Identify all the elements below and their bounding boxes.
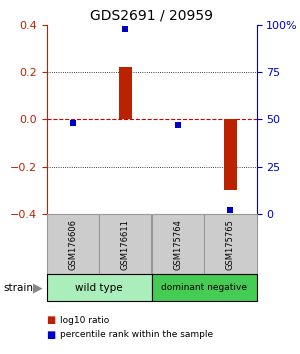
Text: ▶: ▶: [33, 281, 42, 294]
Point: [123, 26, 128, 32]
Text: dominant negative: dominant negative: [161, 283, 247, 292]
Point: [175, 122, 180, 128]
Title: GDS2691 / 20959: GDS2691 / 20959: [90, 8, 213, 22]
Bar: [224, 119, 237, 190]
Text: GSM176606: GSM176606: [68, 219, 77, 270]
Text: ■: ■: [46, 330, 56, 339]
Text: GSM175765: GSM175765: [226, 219, 235, 270]
Bar: [119, 67, 132, 119]
Text: strain: strain: [3, 282, 33, 293]
Text: GSM175764: GSM175764: [173, 219, 182, 270]
Point: [228, 207, 233, 213]
Text: GSM176611: GSM176611: [121, 219, 130, 270]
Text: wild type: wild type: [75, 282, 123, 293]
Text: percentile rank within the sample: percentile rank within the sample: [60, 330, 213, 339]
Text: ■: ■: [46, 315, 56, 325]
Text: log10 ratio: log10 ratio: [60, 316, 109, 325]
Point: [70, 120, 75, 126]
